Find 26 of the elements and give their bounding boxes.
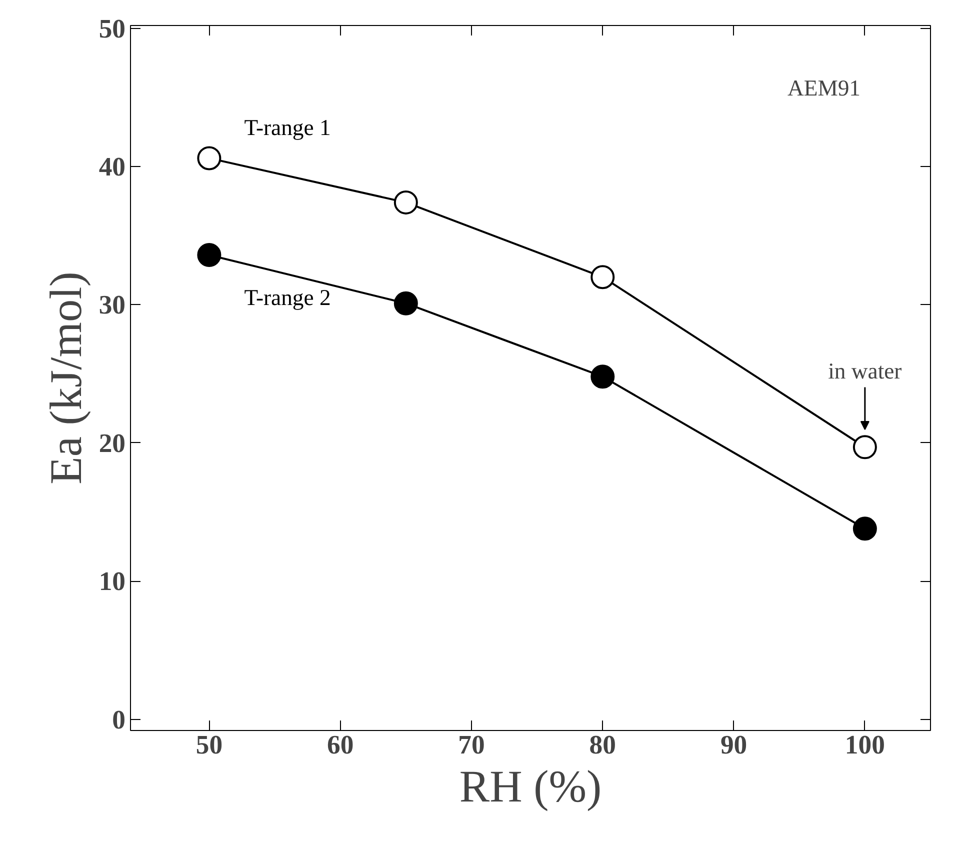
x-tick-label: 70 xyxy=(458,730,485,760)
point xyxy=(197,146,222,170)
point xyxy=(852,516,877,541)
x-tick-label: 50 xyxy=(196,730,223,760)
series-label: T-range 2 xyxy=(244,284,331,310)
point xyxy=(197,242,222,267)
y-tick-label: 40 xyxy=(98,152,126,182)
y-tick-label: 50 xyxy=(98,13,126,44)
point xyxy=(590,364,615,389)
y-axis-title: Ea (kJ/mol) xyxy=(40,272,91,484)
x-tick-label: 80 xyxy=(589,730,616,760)
x-tick-label: 90 xyxy=(720,730,748,760)
x-tick-label: 100 xyxy=(844,730,885,760)
point xyxy=(852,435,877,460)
point xyxy=(394,291,418,316)
x-tick-label: 60 xyxy=(327,730,354,760)
y-tick-label: 20 xyxy=(98,428,126,458)
point xyxy=(590,265,615,290)
y-tick-label: 0 xyxy=(112,704,126,734)
point xyxy=(394,190,418,214)
annotation: AEM91 xyxy=(788,76,861,100)
x-axis-title: RH (%) xyxy=(459,762,602,812)
y-tick-label: 10 xyxy=(98,566,126,596)
annotation: in water xyxy=(828,358,902,384)
y-tick-label: 30 xyxy=(98,290,126,320)
series-label: T-range 1 xyxy=(244,115,331,140)
